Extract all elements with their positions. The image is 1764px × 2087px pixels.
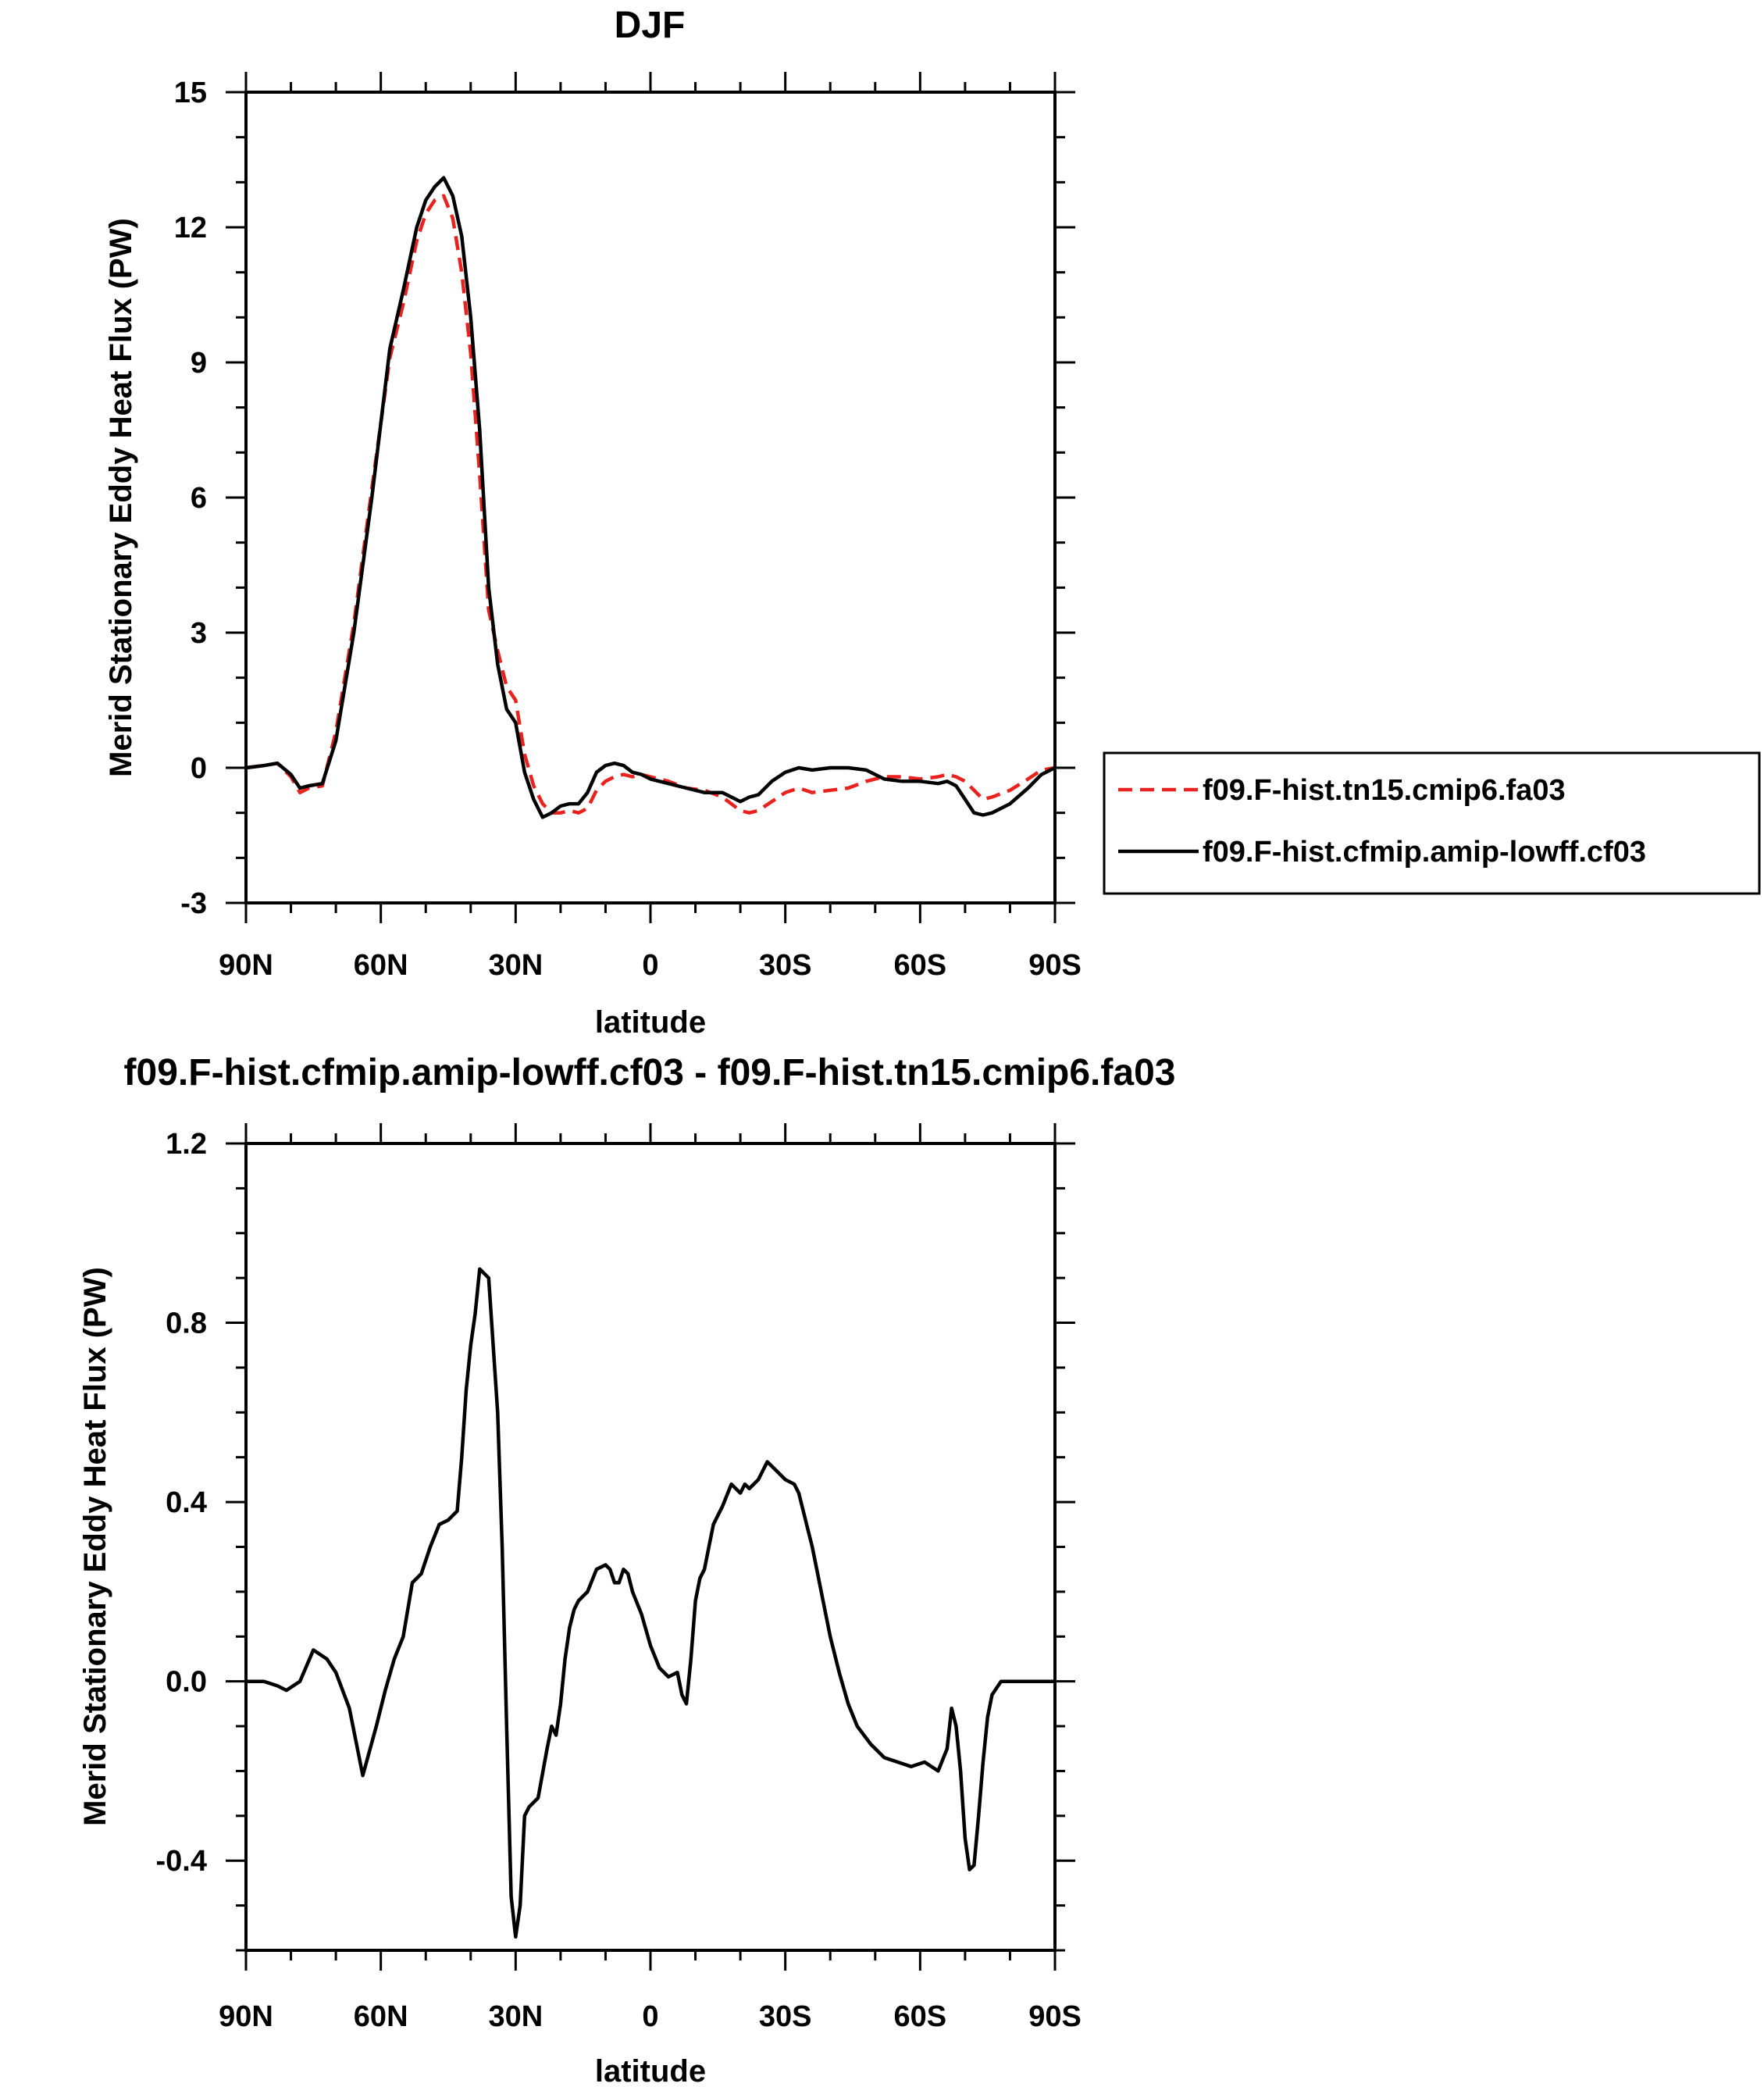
y-tick-label: 0.4 [166,1486,207,1519]
x-tick-label: 90N [219,949,273,982]
series-line-dashed [245,194,1056,815]
series-line-solid [244,176,1057,819]
legend: f09.F-hist.tn15.cmip6.fa03 f09.F-hist.cf… [1103,751,1761,895]
y-tick-label: 1.2 [166,1128,207,1161]
x-tick-label: 30N [488,949,543,982]
y-tick-label: 3 [191,617,207,650]
x-tick-label: 30N [488,2000,543,2033]
y-tick-label: 0 [191,752,207,785]
bottom-chart: f09.F-hist.cfmip.amip-lowff.cf03 - f09.F… [78,1052,1175,2087]
x-tick-label: 0 [642,949,658,982]
y-tick-label: 9 [191,347,207,380]
y-tick-label: 12 [174,212,207,244]
legend-label-0: f09.F-hist.tn15.cmip6.fa03 [1203,774,1566,807]
x-tick-label: 60S [894,949,947,982]
x-tick-label: 90N [219,2000,273,2033]
x-tick-label: 60N [354,2000,408,2033]
series-line-solid [244,1267,1057,1939]
bottom-chart-ylabel: Merid Stationary Eddy Heat Flux (PW) [78,1267,112,1826]
y-tick-label: 0.8 [166,1307,207,1340]
legend-box [1103,751,1761,895]
x-tick-label: 60S [894,2000,947,2033]
y-tick-label: 0.0 [166,1666,207,1699]
top-chart-xlabel: latitude [595,1005,706,1040]
top-chart: DJF -3 0 3 6 9 12 15 90N 60N 30N 0 30S 60S 90S Merid … [104,5,1761,1040]
top-chart-ylabel: Merid Stationary Eddy Heat Flux (PW) [104,218,138,777]
x-tick-label: 90S [1028,949,1082,982]
y-tick-label: -0.4 [156,1845,207,1878]
x-tick-label: 30S [759,949,812,982]
legend-label-1: f09.F-hist.cfmip.amip-lowff.cf03 [1203,836,1646,869]
y-tick-label: -3 [180,887,207,920]
x-tick-label: 90S [1028,2000,1082,2033]
x-tick-label: 60N [354,949,408,982]
x-tick-label: 0 [642,2000,658,2033]
x-tick-label: 30S [759,2000,812,2033]
bottom-chart-xlabel: latitude [595,2054,706,2087]
top-chart-title: DJF [615,5,686,46]
bottom-chart-frame [244,1142,1057,1952]
y-tick-label: 15 [174,77,207,109]
y-tick-label: 6 [191,482,207,515]
bottom-chart-title: f09.F-hist.cfmip.amip-lowff.cf03 - f09.F… [124,1052,1176,1093]
